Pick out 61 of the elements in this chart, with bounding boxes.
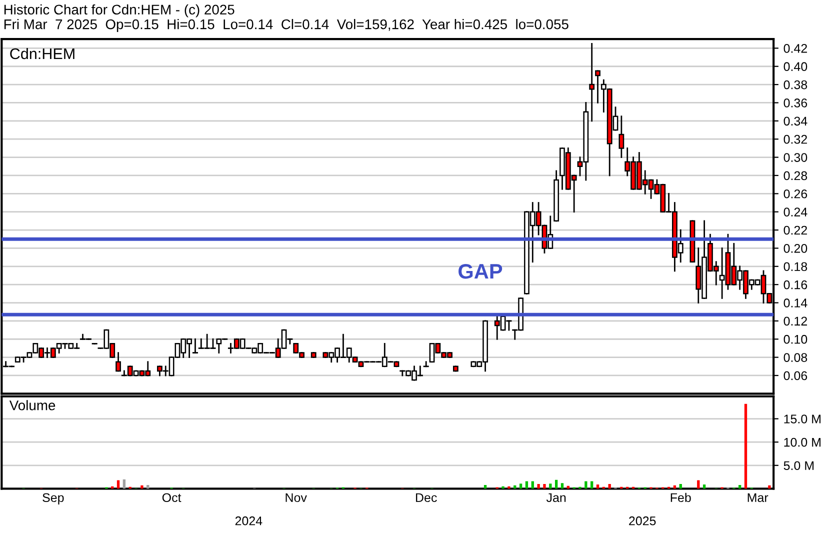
y-tick-label: 0.12 [784,316,807,326]
x-tick-label: Jan [546,493,566,502]
y-tick-label: 0.24 [784,208,808,216]
y-tick-label: 0.06 [784,371,808,380]
candlestick [116,352,121,372]
y-tick-label: 0.38 [784,80,808,90]
bar [531,481,534,489]
y-tick-label: 0.40 [784,62,808,72]
candlestick [595,70,600,104]
y-tick-label: 0.16 [784,280,808,290]
bar [560,483,564,489]
x-tick-label: Sep [42,493,64,505]
y-tick-label: 0.30 [784,153,808,162]
bar [590,481,594,489]
bar [502,486,504,489]
y-tick-label: 0.18 [784,262,808,272]
y-tick-label: 0.28 [784,171,808,180]
bar [554,480,558,489]
candlestick [618,116,624,158]
y-tick-label: 0.26 [784,189,808,198]
bar [543,484,546,489]
bar [122,479,126,489]
x-tick-label: Feb [670,492,691,502]
text: 2025 [629,516,656,526]
bar [508,486,510,489]
x-tick-label: Oct [162,493,182,502]
candlestick [192,338,198,354]
y-tick-label: 0.42 [784,44,807,53]
y-tick-label: 15.0 M [784,414,820,424]
y-tick-label: 0.32 [784,134,807,144]
chart-title: Historic Chart for Cdn:HEM - (c) 2025 [4,4,234,18]
bar [519,484,522,489]
y-tick-label: 0.14 [784,298,808,308]
x-tick-label: Nov [286,493,307,502]
y-tick-label: 0.10 [784,334,808,344]
chart-title: Volume [9,400,56,410]
bar [140,485,144,489]
y-tick-label: 0.34 [784,116,808,126]
text: 2024 [235,516,262,526]
annotation: Cdn:HEM [10,48,74,60]
bar [549,484,552,489]
x-tick-label: Dec [416,493,437,502]
bar [744,404,748,489]
y-tick-label: 5.0 M [784,461,814,470]
bar [608,484,611,489]
y-tick-label: 0.20 [784,244,808,253]
bar [697,480,700,489]
y-tick-label: 0.22 [784,226,807,235]
bar [525,481,528,489]
candlestick [423,361,429,368]
bar [584,481,588,489]
y-tick-label: 0.08 [784,353,808,362]
candlestick [589,42,595,122]
y-tick-label: 10.0 M [784,438,820,447]
bar [537,484,540,489]
chart-subtitle: Fri Mar 7 2025 Op=0.15 Hi=0.15 Lo=0.14 Cl=0.14 Vol=159,162 Year hi=0.425 lo=0.055 [4,19,568,32]
y-tick-label: 0.36 [784,98,808,108]
annotation: GAP [458,264,502,279]
bar [116,480,120,489]
x-tick-label: Mar [748,493,768,502]
bar [679,484,682,489]
